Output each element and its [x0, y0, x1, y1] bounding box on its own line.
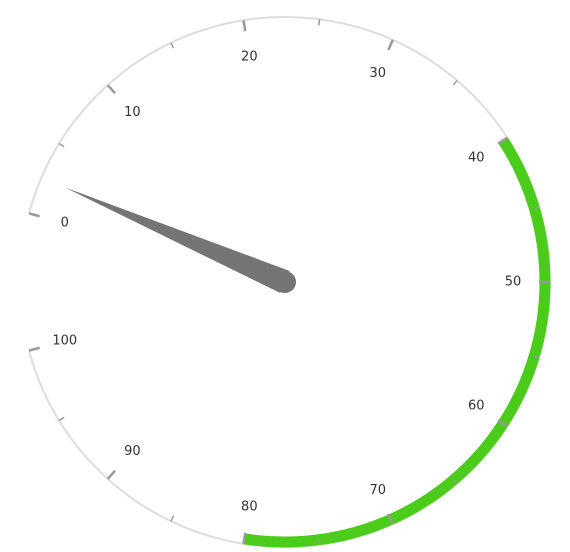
major-tick — [106, 84, 116, 95]
tick-label: 80 — [241, 500, 258, 515]
tick-label: 90 — [124, 444, 141, 459]
minor-tick — [452, 478, 458, 484]
tick-label: 60 — [468, 399, 485, 414]
minor-tick — [170, 515, 175, 522]
tick-label: 40 — [468, 150, 485, 165]
major-tick — [497, 136, 508, 145]
minor-tick — [318, 19, 321, 26]
tick-label: 20 — [241, 49, 258, 64]
gauge-needle — [64, 187, 290, 294]
major-tick — [28, 212, 40, 218]
tick-label: 70 — [369, 483, 386, 498]
tick-label: 0 — [61, 215, 69, 230]
major-tick — [387, 39, 394, 51]
major-tick — [497, 419, 508, 428]
gauge-labels: 0 10 20 30 40 50 60 70 80 90 100 — [52, 49, 521, 514]
major-tick — [106, 469, 116, 480]
major-tick — [387, 513, 394, 525]
tick-label: 100 — [52, 334, 77, 349]
gauge-pointer — [64, 187, 296, 294]
gauge-ticks — [28, 19, 550, 545]
major-tick — [28, 346, 40, 352]
tick-label: 10 — [124, 105, 141, 120]
tick-label: 30 — [369, 66, 386, 81]
minor-tick — [533, 354, 540, 358]
minor-tick — [533, 206, 540, 210]
major-tick — [242, 20, 247, 32]
gauge-range-band — [243, 137, 551, 548]
minor-tick — [318, 538, 321, 545]
gauge-needle-cap — [274, 271, 296, 293]
minor-tick — [170, 42, 175, 49]
major-tick — [242, 532, 247, 544]
minor-tick — [58, 416, 65, 422]
minor-tick — [58, 142, 65, 148]
minor-tick — [452, 80, 458, 86]
tick-label: 50 — [505, 275, 522, 290]
